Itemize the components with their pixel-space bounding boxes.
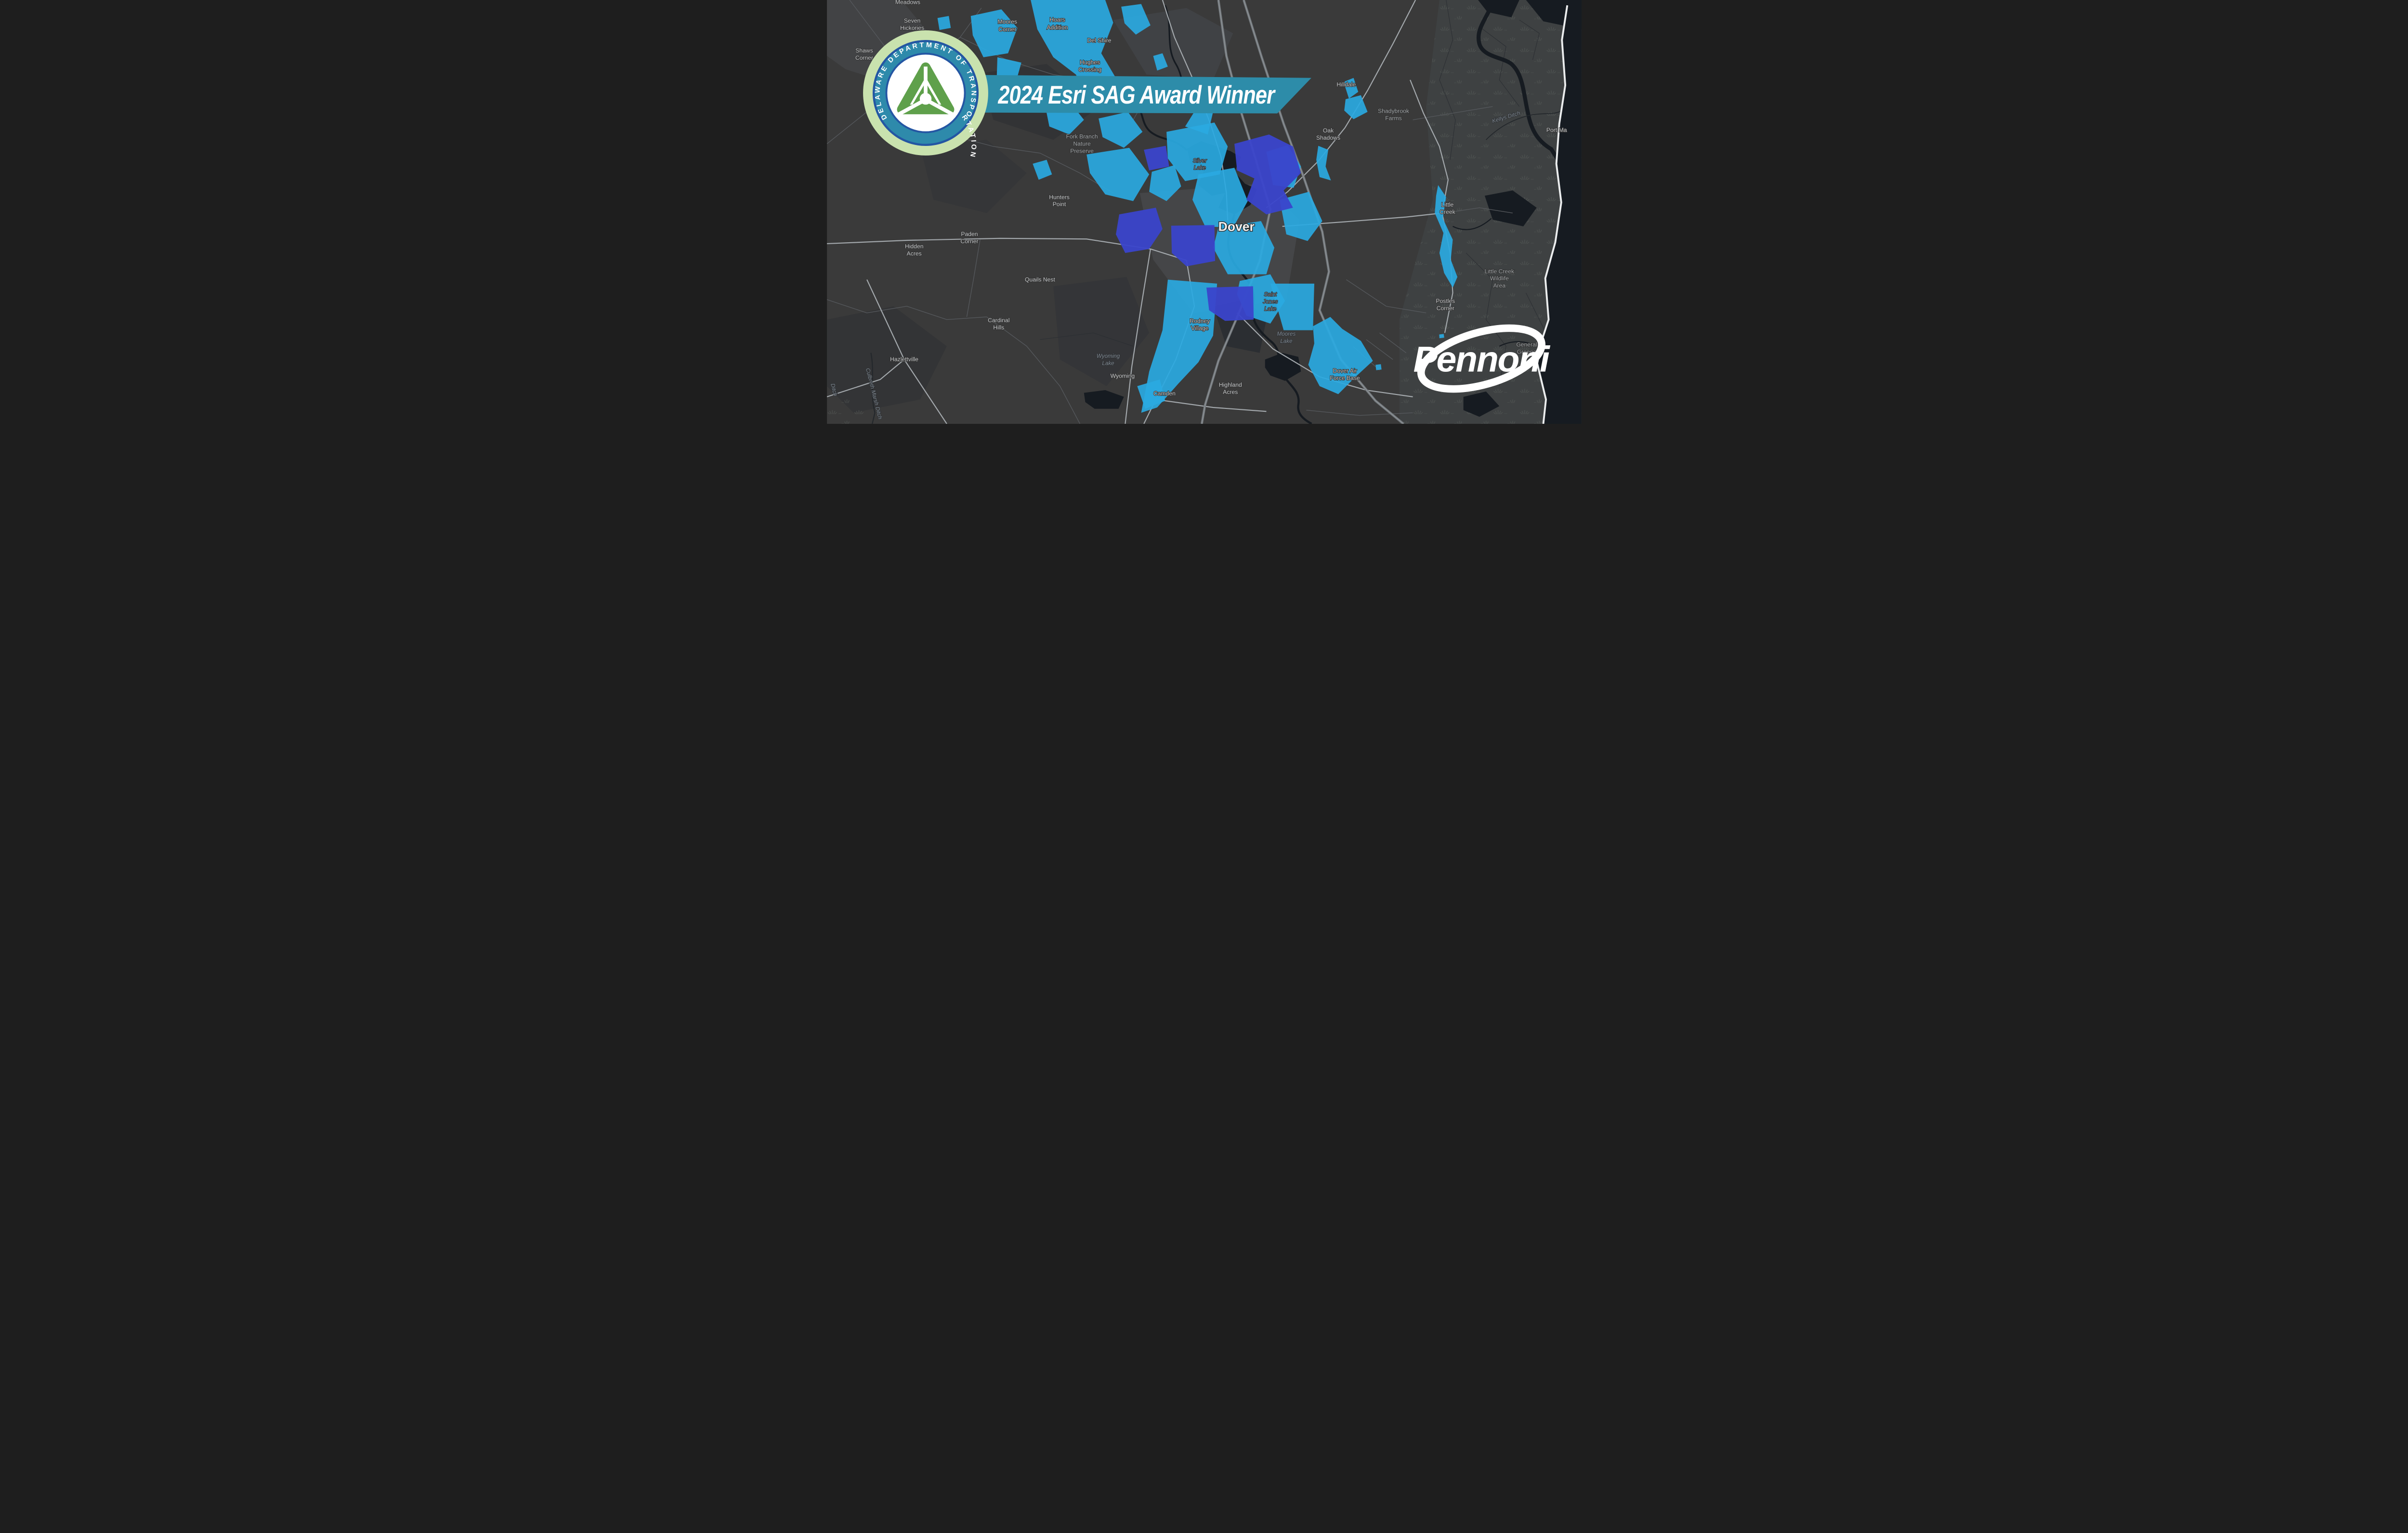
label-cardinal-hills: Cardinal Hills [988,317,1009,331]
award-banner-ribbon [965,75,1311,114]
label-silver-lake: Silver Lake [1192,157,1207,171]
pennoni-logo: Pennoni [1413,324,1552,393]
label-hughes-crossing: Hughes Crossing [1078,59,1101,73]
label-oak-shadows: Oak Shadows [1316,127,1340,141]
label-moores-corner: Moores Corner [997,18,1017,33]
award-banner-text: 2024 Esri SAG Award Winner [997,81,1276,109]
label-wyoming: Wyoming [1110,372,1135,379]
label-saint-jones-lake: Saint Jones Lake [1262,291,1278,312]
label-shaws-corner: Shaws Corner [855,47,873,61]
deldot-logo: DELAWARE DEPARTMENT OF TRANSPORTATION [863,30,988,159]
award-banner: 2024 Esri SAG Award Winner [965,75,1311,114]
label-postles-corner: Postles Corner [1436,298,1455,312]
label-hazlettville: Hazlettville [890,356,918,363]
label-port-mahon: Port Ma [1546,127,1567,133]
label-meadows: Meadows [895,0,920,5]
parcels-secondary-layer [1115,134,1301,321]
label-hunters-point: Hunters Point [1049,194,1070,208]
pennoni-ellipse [1417,324,1545,393]
label-general-greene: General Greene [1516,341,1537,355]
label-hoars-addition: Hoars Addition [1047,16,1068,31]
label-dover-afb: Dover Air Force Base [1330,367,1360,381]
label-highland-acres: Highland Acres [1218,381,1242,395]
label-fork-branch: Fork Branch Nature Preserve [1066,133,1098,155]
label-dover: Dover [1218,220,1254,234]
label-paden-corner: Paden Corner [960,231,978,245]
label-little-creek: Little Creek [1440,201,1455,215]
award-graphic: Meadows Seven Hickories Shaws Corner Moore… [826,0,1582,424]
map-canvas: Meadows Seven Hickories Shaws Corner Moore… [826,0,1582,424]
label-shadybrook-farms: Shadybrook Farms [1378,107,1410,121]
label-quails-nest: Quails Nest [1025,276,1055,283]
label-camden: Camden [1153,390,1175,397]
label-hidden-acres: Hidden Acres [904,243,923,257]
coastline [1534,5,1568,424]
label-seven-hickories: Seven Hickories [900,17,924,31]
label-hilldale: Hilldale [1336,81,1356,88]
label-wyoming-lake: Wyoming Lake [1096,353,1120,367]
label-del-shire: Del Shire [1087,37,1111,44]
pennoni-wordmark: Pennoni [1413,339,1550,379]
label-rodney-village: Rodney Village [1190,317,1210,331]
label-little-creek-wildlife: Little Creek Wildlife Area [1484,268,1514,289]
deldot-knot-icon [896,62,955,117]
label-moores-lake: Moores Lake [1277,331,1296,344]
basemap-layer [826,0,1582,424]
